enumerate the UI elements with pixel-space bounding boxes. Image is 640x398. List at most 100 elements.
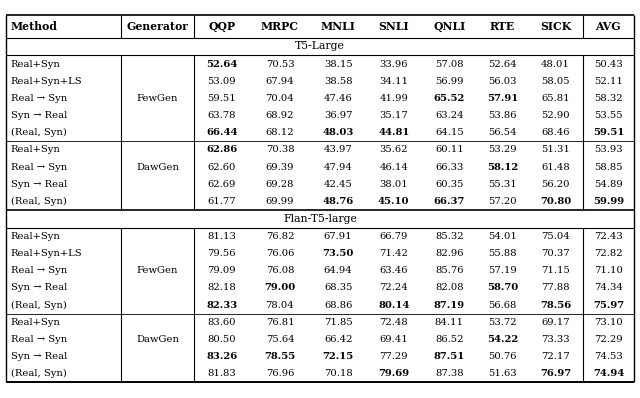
Text: 79.00: 79.00 bbox=[264, 283, 296, 293]
Text: 72.15: 72.15 bbox=[323, 352, 354, 361]
Text: Real+Syn: Real+Syn bbox=[11, 145, 61, 154]
Text: 36.97: 36.97 bbox=[324, 111, 353, 120]
Text: 54.01: 54.01 bbox=[488, 232, 517, 241]
Text: 56.99: 56.99 bbox=[435, 77, 463, 86]
Text: 59.99: 59.99 bbox=[593, 197, 624, 206]
Text: 54.22: 54.22 bbox=[487, 335, 518, 344]
Text: (Real, Syn): (Real, Syn) bbox=[11, 369, 67, 378]
Text: 79.69: 79.69 bbox=[378, 369, 410, 378]
Text: 51.63: 51.63 bbox=[488, 369, 516, 378]
Text: 45.10: 45.10 bbox=[378, 197, 410, 206]
Text: 63.46: 63.46 bbox=[380, 266, 408, 275]
Text: 44.81: 44.81 bbox=[378, 128, 410, 137]
Text: 84.11: 84.11 bbox=[435, 318, 464, 327]
Text: 74.94: 74.94 bbox=[593, 369, 624, 378]
Text: MRPC: MRPC bbox=[261, 21, 299, 32]
Text: Real+Syn: Real+Syn bbox=[11, 60, 61, 68]
Text: 57.08: 57.08 bbox=[435, 60, 464, 68]
Text: 66.42: 66.42 bbox=[324, 335, 353, 344]
Text: 66.79: 66.79 bbox=[380, 232, 408, 241]
Text: Real → Syn: Real → Syn bbox=[11, 266, 67, 275]
Text: 53.72: 53.72 bbox=[488, 318, 516, 327]
Text: 52.11: 52.11 bbox=[594, 77, 623, 86]
Text: 82.96: 82.96 bbox=[435, 249, 463, 258]
Text: 80.50: 80.50 bbox=[207, 335, 236, 344]
Text: 82.33: 82.33 bbox=[206, 300, 237, 310]
Text: 83.60: 83.60 bbox=[207, 318, 236, 327]
Text: Syn → Real: Syn → Real bbox=[11, 179, 67, 189]
Text: 41.99: 41.99 bbox=[380, 94, 408, 103]
Text: 81.83: 81.83 bbox=[207, 369, 236, 378]
Text: 58.85: 58.85 bbox=[594, 162, 623, 172]
Text: Flan-T5-large: Flan-T5-large bbox=[283, 214, 357, 224]
Text: 53.55: 53.55 bbox=[594, 111, 623, 120]
Text: 58.32: 58.32 bbox=[594, 94, 623, 103]
Text: (Real, Syn): (Real, Syn) bbox=[11, 300, 67, 310]
Text: 77.29: 77.29 bbox=[380, 352, 408, 361]
Text: FewGen: FewGen bbox=[137, 94, 179, 103]
Text: 50.76: 50.76 bbox=[488, 352, 516, 361]
Text: 70.53: 70.53 bbox=[266, 60, 294, 68]
Text: 58.05: 58.05 bbox=[541, 77, 570, 86]
Text: 61.77: 61.77 bbox=[207, 197, 236, 206]
Text: 63.24: 63.24 bbox=[435, 111, 464, 120]
Text: 54.89: 54.89 bbox=[594, 179, 623, 189]
Text: 72.82: 72.82 bbox=[594, 249, 623, 258]
Text: 71.85: 71.85 bbox=[324, 318, 353, 327]
Text: 71.42: 71.42 bbox=[380, 249, 408, 258]
Text: 66.44: 66.44 bbox=[206, 128, 237, 137]
Text: Syn → Real: Syn → Real bbox=[11, 111, 67, 120]
Text: 59.51: 59.51 bbox=[207, 94, 236, 103]
Text: 74.34: 74.34 bbox=[594, 283, 623, 293]
Text: DawGen: DawGen bbox=[136, 335, 179, 344]
Text: 87.38: 87.38 bbox=[435, 369, 464, 378]
Text: 53.93: 53.93 bbox=[594, 145, 623, 154]
Text: 68.35: 68.35 bbox=[324, 283, 353, 293]
Text: 56.54: 56.54 bbox=[488, 128, 516, 137]
Text: 38.58: 38.58 bbox=[324, 77, 353, 86]
Text: 68.46: 68.46 bbox=[541, 128, 570, 137]
Text: 35.62: 35.62 bbox=[380, 145, 408, 154]
Text: 70.37: 70.37 bbox=[541, 249, 570, 258]
Text: (Real, Syn): (Real, Syn) bbox=[11, 197, 67, 206]
Text: 70.18: 70.18 bbox=[324, 369, 353, 378]
Text: 78.56: 78.56 bbox=[540, 300, 571, 310]
Text: AVG: AVG bbox=[596, 21, 621, 32]
Text: 48.03: 48.03 bbox=[323, 128, 354, 137]
Text: 57.20: 57.20 bbox=[488, 197, 516, 206]
Text: 66.33: 66.33 bbox=[435, 162, 463, 172]
Text: 64.15: 64.15 bbox=[435, 128, 464, 137]
Text: 76.82: 76.82 bbox=[266, 232, 294, 241]
Text: 38.15: 38.15 bbox=[324, 60, 353, 68]
Text: 47.94: 47.94 bbox=[324, 162, 353, 172]
Text: 76.97: 76.97 bbox=[540, 369, 571, 378]
Text: 67.94: 67.94 bbox=[266, 77, 294, 86]
Text: 82.18: 82.18 bbox=[207, 283, 236, 293]
Text: 78.04: 78.04 bbox=[266, 300, 294, 310]
Text: 60.35: 60.35 bbox=[435, 179, 463, 189]
Text: 81.13: 81.13 bbox=[207, 232, 236, 241]
Text: 70.80: 70.80 bbox=[540, 197, 571, 206]
Text: 69.17: 69.17 bbox=[541, 318, 570, 327]
Text: 33.96: 33.96 bbox=[380, 60, 408, 68]
Text: Real+Syn+LS: Real+Syn+LS bbox=[11, 249, 83, 258]
Text: 68.12: 68.12 bbox=[266, 128, 294, 137]
Text: 82.08: 82.08 bbox=[435, 283, 464, 293]
Text: 69.28: 69.28 bbox=[266, 179, 294, 189]
Text: 47.46: 47.46 bbox=[324, 94, 353, 103]
Text: 53.29: 53.29 bbox=[488, 145, 516, 154]
Text: 68.92: 68.92 bbox=[266, 111, 294, 120]
Text: 79.09: 79.09 bbox=[207, 266, 236, 275]
Text: T5-Large: T5-Large bbox=[295, 41, 345, 51]
Text: QNLI: QNLI bbox=[433, 21, 465, 32]
Text: 58.70: 58.70 bbox=[487, 283, 518, 293]
Text: 64.94: 64.94 bbox=[324, 266, 353, 275]
Text: 69.39: 69.39 bbox=[266, 162, 294, 172]
Text: 56.03: 56.03 bbox=[488, 77, 516, 86]
Text: 86.52: 86.52 bbox=[435, 335, 463, 344]
Text: 55.31: 55.31 bbox=[488, 179, 516, 189]
Text: 73.50: 73.50 bbox=[323, 249, 354, 258]
Text: 76.96: 76.96 bbox=[266, 369, 294, 378]
Text: 56.20: 56.20 bbox=[541, 179, 570, 189]
Text: 52.64: 52.64 bbox=[206, 60, 237, 68]
